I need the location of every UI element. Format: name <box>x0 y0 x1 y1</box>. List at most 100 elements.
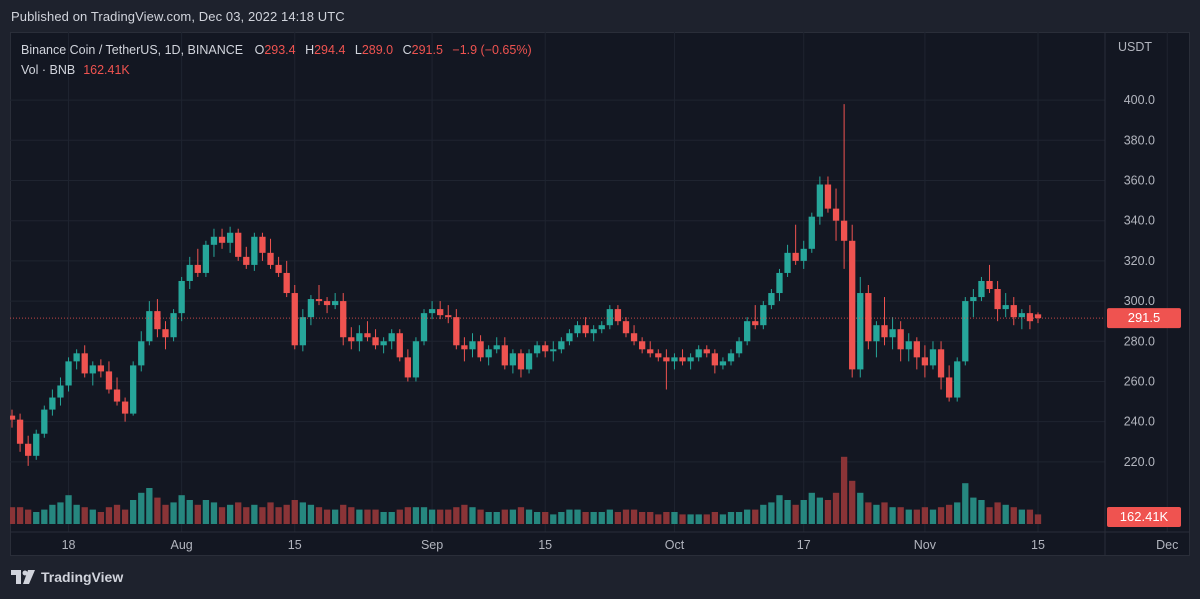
candle-body[interactable] <box>533 345 541 354</box>
candle-body[interactable] <box>162 329 169 338</box>
candle-body[interactable] <box>566 333 573 342</box>
candle-body[interactable] <box>574 325 581 334</box>
candle-body[interactable] <box>994 289 1001 310</box>
candle-body[interactable] <box>380 341 387 346</box>
candle-body[interactable] <box>986 280 993 290</box>
candle-body[interactable] <box>25 443 32 456</box>
candle-body[interactable] <box>687 357 694 362</box>
candle-body[interactable] <box>428 309 436 314</box>
candle-body[interactable] <box>1034 314 1042 319</box>
candle-body[interactable] <box>542 345 549 352</box>
candle-body[interactable] <box>695 349 702 358</box>
candle-body[interactable] <box>210 236 218 245</box>
candle-body[interactable] <box>340 301 347 338</box>
candle-body[interactable] <box>364 333 371 338</box>
candle-body[interactable] <box>703 349 710 354</box>
candle-body[interactable] <box>49 397 56 410</box>
candle-body[interactable] <box>226 232 234 243</box>
candle-body[interactable] <box>873 325 880 342</box>
candle-body[interactable] <box>65 361 72 386</box>
candle-body[interactable] <box>954 361 961 398</box>
candle-body[interactable] <box>598 325 605 330</box>
candle-body[interactable] <box>525 353 533 370</box>
candle-body[interactable] <box>113 389 121 402</box>
candle-body[interactable] <box>550 349 557 352</box>
candle-body[interactable] <box>170 313 177 338</box>
candle-body[interactable] <box>251 236 258 265</box>
candle-body[interactable] <box>267 252 274 265</box>
candlestick-chart[interactable]: 220.0 240.0 260.0 280.0 300.0 320.0 340.0 360.0… <box>10 32 1190 556</box>
candle-body[interactable] <box>16 419 24 444</box>
candle-body[interactable] <box>824 184 832 209</box>
candle-body[interactable] <box>945 377 953 398</box>
candle-body[interactable] <box>243 256 250 265</box>
candle-body[interactable] <box>509 353 517 366</box>
candle-body[interactable] <box>760 305 767 326</box>
candle-body[interactable] <box>752 321 759 326</box>
candle-body[interactable] <box>768 293 775 306</box>
candle-body[interactable] <box>146 311 153 342</box>
candle-body[interactable] <box>105 371 113 390</box>
candle-body[interactable] <box>776 272 783 294</box>
candle-body[interactable] <box>606 309 613 326</box>
tradingview-logo[interactable]: TradingView <box>11 569 123 585</box>
candle-body[interactable] <box>202 244 210 273</box>
candle-body[interactable] <box>477 341 484 358</box>
candle-body[interactable] <box>420 313 428 342</box>
candle-body[interactable] <box>469 341 476 350</box>
candle-body[interactable] <box>808 216 815 249</box>
candle-body[interactable] <box>582 325 589 334</box>
candle-body[interactable] <box>711 353 719 366</box>
chart-frame[interactable] <box>10 32 1190 556</box>
candle-body[interactable] <box>291 293 298 346</box>
candle-body[interactable] <box>832 208 840 221</box>
candle-body[interactable] <box>614 309 622 322</box>
candle-body[interactable] <box>485 349 492 358</box>
symbol-label[interactable]: Binance Coin / TetherUS, 1D, BINANCE <box>21 43 244 57</box>
candle-body[interactable] <box>517 353 525 370</box>
candle-body[interactable] <box>1002 305 1009 310</box>
candle-body[interactable] <box>194 264 201 273</box>
candle-body[interactable] <box>622 321 630 334</box>
candle-body[interactable] <box>671 357 678 362</box>
candle-body[interactable] <box>323 301 331 306</box>
candle-body[interactable] <box>493 345 500 350</box>
candle-body[interactable] <box>889 329 896 338</box>
candle-body[interactable] <box>57 385 64 398</box>
candle-body[interactable] <box>396 333 403 358</box>
candle-body[interactable] <box>897 329 904 350</box>
candle-body[interactable] <box>1018 313 1025 318</box>
candle-body[interactable] <box>275 264 282 273</box>
candle-body[interactable] <box>638 341 646 350</box>
candle-body[interactable] <box>404 357 412 378</box>
candle-body[interactable] <box>881 325 888 338</box>
candle-body[interactable] <box>283 272 290 294</box>
candle-body[interactable] <box>453 317 460 346</box>
candle-body[interactable] <box>307 299 315 318</box>
candle-body[interactable] <box>437 309 444 316</box>
volume-label[interactable]: Vol · BNB <box>21 63 76 77</box>
candle-body[interactable] <box>865 293 872 342</box>
candle-body[interactable] <box>978 280 985 298</box>
candle-body[interactable] <box>10 415 16 420</box>
candle-body[interactable] <box>81 353 88 374</box>
candle-body[interactable] <box>461 345 468 350</box>
candle-body[interactable] <box>299 317 306 346</box>
candle-body[interactable] <box>331 301 339 306</box>
candle-body[interactable] <box>130 365 137 414</box>
candle-body[interactable] <box>970 297 977 302</box>
candle-body[interactable] <box>388 333 395 342</box>
candle-body[interactable] <box>719 361 727 366</box>
candle-body[interactable] <box>792 252 799 261</box>
candle-body[interactable] <box>1026 313 1034 322</box>
candle-body[interactable] <box>1010 305 1017 318</box>
candle-body[interactable] <box>33 433 40 456</box>
candle-body[interactable] <box>937 349 945 378</box>
candle-body[interactable] <box>356 333 363 342</box>
candle-body[interactable] <box>348 337 355 342</box>
candle-body[interactable] <box>840 220 848 241</box>
candle-body[interactable] <box>315 299 323 302</box>
candle-body[interactable] <box>501 345 508 366</box>
candle-body[interactable] <box>744 321 751 342</box>
candle-body[interactable] <box>655 353 662 358</box>
